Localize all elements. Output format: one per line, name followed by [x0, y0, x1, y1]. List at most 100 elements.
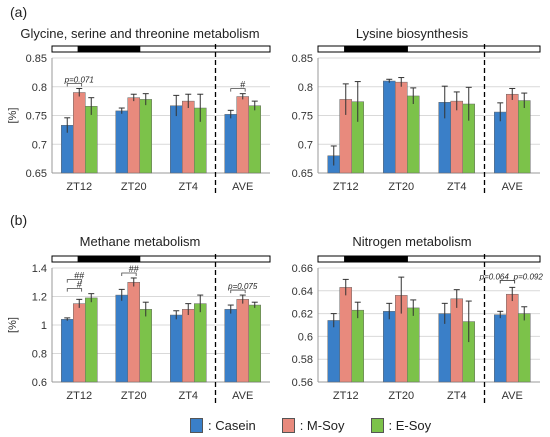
chart-2-dark-bar [77, 256, 141, 262]
chart-3-ytick-4: 0.64 [292, 286, 313, 298]
chart-0-bar-ave-esoy [248, 105, 261, 174]
chart-2-xtick-ave: AVE [232, 390, 253, 402]
chart-1-xtick-zt4: ZT4 [447, 181, 467, 193]
chart-3-ytick-3: 0.62 [292, 309, 313, 321]
chart-3-dark-bar [344, 256, 408, 262]
chart-0-annotation-bracket-0 [66, 83, 83, 87]
chart-0-bar-zt20-msoy [127, 97, 140, 174]
legend-item-msoy: : M-Soy [281, 417, 345, 433]
chart-3-bar-ave-msoy [506, 293, 519, 383]
chart-2-xtick-zt4: ZT4 [178, 390, 198, 402]
chart-2-bar-ave-esoy [248, 304, 261, 383]
chart-2-ytick-1: 0.8 [32, 349, 47, 361]
chart-0-annotation-bracket-1 [230, 88, 246, 92]
chart-2-annotation-0: # [77, 280, 82, 290]
chart-0-ytick-0: 0.65 [26, 168, 47, 180]
chart-2-xtick-zt20: ZT20 [121, 390, 147, 402]
chart-2-title: Methane metabolism [80, 234, 201, 249]
chart-3-ytick-0: 0.56 [292, 377, 313, 389]
chart-3-xtick-zt20: ZT20 [388, 390, 414, 402]
chart-0-annotation-0: p=0.071 [64, 75, 94, 84]
chart-2-annotation-1: ## [74, 271, 84, 281]
chart-3-annotation-1: p=0.092 [513, 272, 544, 281]
chart-2-annotation-bracket-3 [230, 289, 246, 294]
chart-2-annotation-2: ## [129, 264, 139, 274]
chart-3-bar-zt20-esoy [407, 307, 420, 383]
chart-2-bar-ave-casein [224, 309, 237, 383]
chart-3-bar-zt4-casein [438, 313, 451, 383]
chart-1-ytick-1: 0.7 [298, 139, 313, 151]
chart-1-bar-ave-esoy [518, 100, 531, 174]
chart-0-bar-ave-casein [224, 114, 237, 174]
chart-2-bar-zt4-esoy [194, 303, 207, 383]
chart-2-bar-zt20-msoy [127, 282, 140, 383]
legend-swatch-esoy [370, 417, 384, 433]
chart-0-bar-zt4-msoy [182, 100, 195, 174]
chart-2-bar-zt20-casein [115, 294, 128, 383]
chart-3-xtick-ave: AVE [502, 390, 523, 402]
chart-2-annotation-bracket-2 [121, 272, 137, 276]
chart-3-title: Nitrogen metabolism [352, 234, 471, 249]
chart-1-xtick-zt20: ZT20 [388, 181, 414, 193]
chart-0-bar-ave-msoy [236, 96, 249, 174]
legend-label-casein: : Casein [208, 417, 256, 433]
chart-1-bar-zt20-casein [383, 80, 396, 174]
chart-3-xtick-zt12: ZT12 [333, 390, 359, 402]
chart-2-light-bar [51, 255, 271, 263]
chart-3-bar-zt12-msoy [339, 287, 352, 383]
chart-0-ylabel: [%] [7, 108, 19, 124]
chart-0-ytick-1: 0.7 [32, 139, 47, 151]
chart-2-bar-zt12-esoy [85, 297, 98, 383]
chart-1-light-bar [317, 45, 541, 53]
chart-0-title: Glycine, serine and threonine metabolism [20, 26, 259, 41]
chart-2-ylabel: [%] [7, 317, 19, 333]
chart-3-ytick-2: 0.6 [298, 331, 313, 343]
chart-3-bar-zt12-esoy [351, 309, 364, 383]
chart-3-xtick-zt4: ZT4 [447, 390, 467, 402]
chart-2-xtick-zt12: ZT12 [66, 390, 92, 402]
chart-2-ytick-3: 1.2 [32, 292, 47, 304]
chart-1-dark-bar [344, 46, 408, 52]
chart-0-ytick-4: 0.85 [26, 53, 47, 65]
chart-3-annotation-0: p=0.064 [479, 272, 510, 281]
chart-0-bar-zt12-msoy [73, 92, 86, 174]
chart-2-annotation-bracket-1 [66, 279, 83, 283]
chart-1-title: Lysine biosynthesis [356, 26, 469, 41]
chart-2-ytick-2: 1 [41, 320, 47, 332]
chart-3-ytick-1: 0.58 [292, 354, 313, 366]
chart-1-ytick-2: 0.75 [292, 111, 313, 123]
chart-3-ytick-5: 0.66 [292, 263, 313, 275]
chart-1-bar-ave-msoy [506, 93, 519, 174]
chart-3-bar-ave-casein [494, 314, 507, 383]
chart-1-bar-zt20-esoy [407, 95, 420, 174]
chart-1-ytick-4: 0.85 [292, 53, 313, 65]
chart-0-bar-zt20-casein [115, 110, 128, 174]
charts-svg: Glycine, serine and threonine metabolism… [7, 26, 544, 404]
legend-item-esoy: : E-Soy [370, 417, 432, 433]
chart-0-bar-zt12-esoy [85, 106, 98, 174]
legend-label-msoy: : M-Soy [299, 417, 345, 433]
legend-item-casein: : Casein [190, 417, 256, 433]
chart-1-bar-zt4-msoy [450, 100, 463, 174]
chart-3-bar-zt20-casein [383, 311, 396, 383]
chart-2-bar-zt12-msoy [73, 303, 86, 383]
chart-2-annotation-bracket-0 [66, 288, 83, 292]
chart-0-xtick-zt12: ZT12 [66, 181, 92, 193]
chart-0-ytick-2: 0.75 [26, 111, 47, 123]
chart-2-bar-zt4-casein [170, 314, 183, 383]
chart-1-bar-zt20-msoy [395, 81, 408, 174]
chart-0-annotation-1: # [240, 80, 245, 90]
panel-label-b: (b) [10, 212, 28, 228]
chart-0-dark-bar [77, 46, 141, 52]
legend-label-esoy: : E-Soy [388, 417, 432, 433]
chart-3-bar-ave-esoy [518, 313, 531, 383]
chart-3-light-bar [317, 255, 541, 263]
chart-1-xtick-zt12: ZT12 [333, 181, 359, 193]
legend-swatch-msoy [281, 417, 295, 433]
chart-2-ytick-4: 1.4 [32, 263, 47, 275]
chart-2-bar-ave-msoy [236, 299, 249, 383]
chart-0-light-bar [51, 45, 271, 53]
chart-3-bar-zt12-casein [327, 320, 340, 383]
legend-swatch-casein [190, 417, 203, 433]
chart-2-bar-zt12-casein [61, 319, 74, 383]
